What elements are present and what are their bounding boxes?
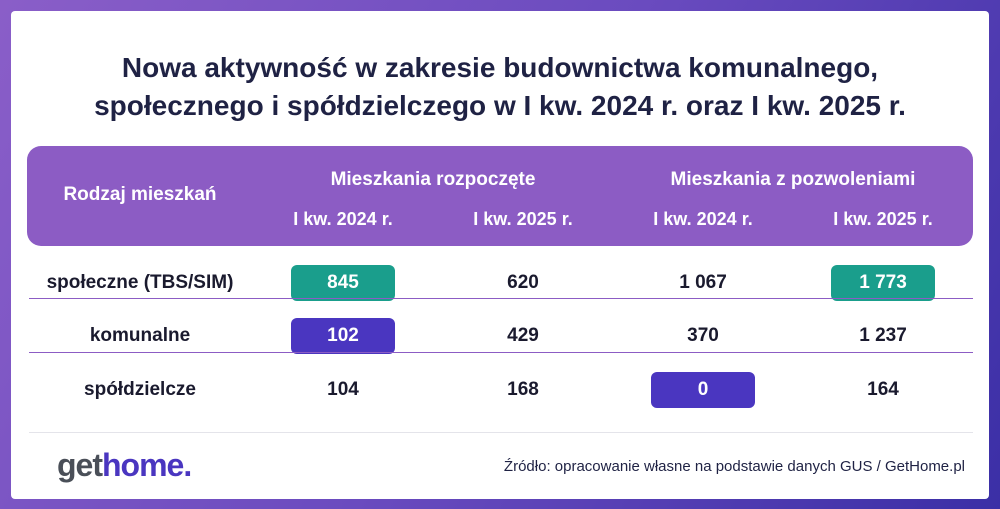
table-row: komunalne 102 429 370 1 237 — [27, 310, 973, 362]
title-line-1: Nowa aktywność w zakresie budownictwa ko… — [121, 52, 879, 83]
subheader-started-2024: I kw. 2024 r. — [293, 209, 393, 229]
footer-divider — [29, 432, 973, 433]
highlighted-value: 1 773 — [831, 264, 935, 301]
table-cell: 845 — [253, 257, 433, 309]
group-header-permits: Mieszkania z pozwoleniami — [670, 169, 916, 190]
row-label: spółdzielcze — [84, 379, 196, 400]
table-cell: 1 773 — [793, 257, 973, 309]
logo-part-get: get — [57, 447, 103, 483]
highlighted-value: 0 — [651, 371, 755, 408]
subheader-permits-2024: I kw. 2024 r. — [653, 209, 753, 229]
table-cell: 104 — [327, 379, 359, 400]
row-divider — [29, 298, 973, 299]
table-cell: 164 — [867, 379, 899, 400]
table-cell: 168 — [507, 379, 539, 400]
table-row: społeczne (TBS/SIM) 845 620 1 067 1 773 — [27, 257, 973, 309]
row-label: społeczne (TBS/SIM) — [46, 272, 234, 293]
title-line-2: społecznego i spółdzielczego w I kw. 202… — [94, 90, 906, 121]
infographic-card: Nowa aktywność w zakresie budownictwa ko… — [11, 11, 989, 499]
subheader-started-2025: I kw. 2025 r. — [473, 209, 573, 229]
row-divider — [29, 352, 973, 353]
table-cell: 1 067 — [679, 272, 727, 293]
row-label: komunalne — [89, 325, 191, 346]
table-row: spółdzielcze 104 168 0 164 — [27, 364, 973, 416]
highlighted-value: 102 — [291, 317, 395, 354]
table-cell: 370 — [687, 325, 719, 346]
gethome-logo: gethome. — [57, 445, 192, 485]
table-cell: 0 — [613, 364, 793, 416]
source-note: Źródło: opracowanie własne na podstawie … — [503, 458, 965, 475]
table-cell: 429 — [507, 325, 539, 346]
table-cell: 102 — [253, 310, 433, 362]
table-cell: 620 — [507, 272, 539, 293]
table-cell: 1 237 — [859, 325, 907, 346]
logo-part-home: home. — [102, 447, 192, 483]
table-header: Rodzaj mieszkań Mieszkania rozpoczęte Mi… — [27, 146, 973, 246]
group-header-started: Mieszkania rozpoczęte — [330, 169, 536, 190]
chart-title: Nowa aktywność w zakresie budownictwa ko… — [11, 49, 989, 125]
subheader-permits-2025: I kw. 2025 r. — [833, 209, 933, 229]
label-column-header: Rodzaj mieszkań — [63, 184, 217, 205]
highlighted-value: 845 — [291, 264, 395, 301]
